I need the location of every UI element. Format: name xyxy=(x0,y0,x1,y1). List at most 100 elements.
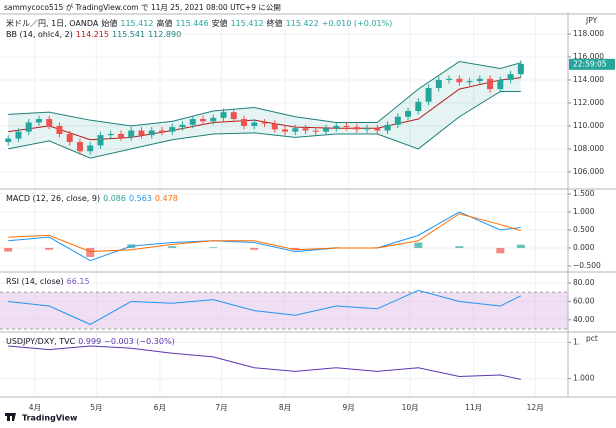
y-tick-label: 40.00 xyxy=(573,315,595,324)
legend-item: 始値 xyxy=(101,18,117,28)
legend-item: 高値 xyxy=(156,18,172,28)
candle-body xyxy=(210,117,217,122)
y-tick-label: 1.000 xyxy=(573,207,595,216)
candle-body xyxy=(415,101,422,111)
candle-body xyxy=(179,124,186,128)
legend: 米ドル／円, 1日, OANDA 始値 115.412 高値 115.446 安値 115.… xyxy=(6,18,392,28)
unit-label: JPY xyxy=(585,16,598,25)
pane: 106.000 108.000 110.000 112.000 114.000 116.0… xyxy=(0,16,616,190)
candle-body xyxy=(364,128,371,130)
x-tick-label: 4月 xyxy=(29,403,41,412)
y-tick-label: 118.000 xyxy=(573,29,604,38)
legend: MACD (12, 26, close, 9) 0.086 0.563 0.478 xyxy=(6,194,178,203)
candle-body xyxy=(46,119,53,126)
candle-body xyxy=(497,79,504,90)
candle-body xyxy=(507,74,514,80)
y-tick-label: 80.00 xyxy=(573,278,595,287)
y-tick-label: 108.000 xyxy=(573,144,604,153)
y-tick-label: 0.000 xyxy=(573,243,595,252)
indicator-line xyxy=(8,211,521,262)
candle-body xyxy=(466,81,473,83)
candle-body xyxy=(97,135,104,146)
candle-body xyxy=(5,138,12,143)
pane: 1.000 1. pct USDJPY/DXY, TVC 0.999 −0.003 (−0… xyxy=(0,334,616,398)
candle-body xyxy=(148,130,155,136)
candle-body xyxy=(302,128,309,131)
legend-item: 112.890 xyxy=(148,30,181,39)
y-tick-label: 106.000 xyxy=(573,167,604,176)
histogram-bar xyxy=(516,244,525,248)
unit-label: pct xyxy=(586,334,598,343)
x-tick-label: 12月 xyxy=(527,403,544,412)
y-tick-label: 116.000 xyxy=(573,52,604,61)
legend-item: 114.215 xyxy=(76,30,109,39)
candle-body xyxy=(128,130,135,138)
candle-body xyxy=(353,127,360,130)
indicator-line xyxy=(8,289,522,325)
legend-item: 0.999 xyxy=(78,337,101,346)
candle-body xyxy=(343,125,350,128)
y-tick-label: 112.000 xyxy=(573,98,604,107)
candle-body xyxy=(35,119,42,123)
price-badge-label: 22:59:05 xyxy=(573,59,607,68)
y-tick-label: 110.000 xyxy=(573,121,604,130)
histogram-bar xyxy=(291,247,300,250)
candle-body xyxy=(76,142,83,152)
candle-body xyxy=(384,124,391,131)
candle-body xyxy=(230,112,237,120)
legend-item: 終値 xyxy=(267,18,283,28)
histogram-bar xyxy=(250,247,259,250)
candle-body xyxy=(189,119,196,125)
candle-body xyxy=(405,110,412,117)
candle-body xyxy=(169,127,176,132)
candle-body xyxy=(312,130,319,132)
x-tick-label: 8月 xyxy=(279,403,291,412)
y-tick-label: −0.500 xyxy=(573,261,601,270)
legend-item: 0.478 xyxy=(155,194,178,203)
legend-item: 115.541 xyxy=(112,30,145,39)
candle-body xyxy=(292,128,299,132)
band-lower xyxy=(8,90,521,159)
candle-body xyxy=(25,122,32,132)
legend: BB (14, ohlc4, 2) 114.215 115.541 112.890 xyxy=(6,30,181,39)
candle-body xyxy=(261,122,268,124)
y-tick-label: 114.000 xyxy=(573,75,604,84)
x-tick-label: 5月 xyxy=(90,403,102,412)
candle-body xyxy=(15,131,22,139)
indicator-line xyxy=(8,345,521,380)
candle-body xyxy=(323,128,330,132)
header: sammycoco515 が TradingView.com で 11月 25,… xyxy=(4,2,281,12)
candle-body xyxy=(251,122,258,126)
histogram-bar xyxy=(414,242,423,248)
histogram-bar xyxy=(45,247,54,250)
candle-body xyxy=(487,78,494,90)
legend-item: 115.412 xyxy=(120,19,153,28)
candle-body xyxy=(117,133,124,138)
legend-item: −0.003 (−0.30%) xyxy=(104,337,175,346)
candle-body xyxy=(446,78,453,80)
indicator-line xyxy=(8,213,521,253)
legend-item: 0.563 xyxy=(129,194,152,203)
legend-item: 米ドル／円, 1日, OANDA xyxy=(6,18,99,28)
legend-item: 115.446 xyxy=(175,19,208,28)
legend-item: BB (14, ohlc4, 2) xyxy=(6,30,73,39)
candle-body xyxy=(220,112,227,118)
candle-body xyxy=(87,145,94,152)
y-tick-label: 1.000 xyxy=(573,374,595,383)
histogram-bar xyxy=(209,247,218,248)
x-tick-label: 10月 xyxy=(402,403,419,412)
candle-body xyxy=(56,125,63,134)
y-tick-label: 60.00 xyxy=(573,296,595,305)
logo-icon xyxy=(5,413,16,421)
x-tick-label: 9月 xyxy=(342,403,354,412)
histogram-bar xyxy=(455,246,464,248)
x-tick-label: 6月 xyxy=(154,403,166,412)
candle-body xyxy=(107,133,114,136)
legend-item: MACD (12, 26, close, 9) xyxy=(6,194,100,203)
legend-item: RSI (14, close) xyxy=(6,277,64,286)
y-tick-label: 1. xyxy=(573,337,580,346)
histogram-bar xyxy=(86,247,95,257)
legend-item: 安値 xyxy=(212,18,228,28)
legend: USDJPY/DXY, TVC 0.999 −0.003 (−0.30%) xyxy=(6,337,175,346)
